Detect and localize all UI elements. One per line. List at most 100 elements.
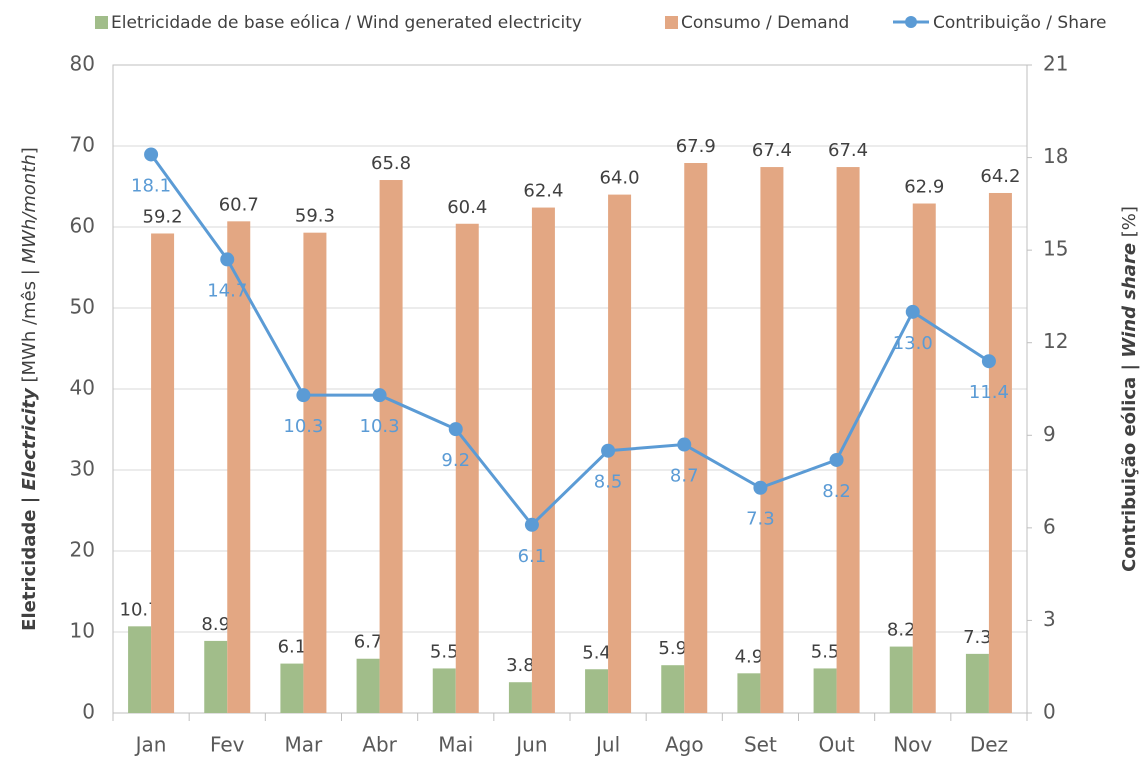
x-tick-label: Abr [362, 733, 397, 757]
line-marker [753, 480, 768, 495]
y-title-part: MWh/month [19, 154, 40, 263]
bar [760, 167, 784, 713]
x-tick-label: Dez [970, 733, 1008, 757]
line-marker [220, 252, 235, 267]
line-marker [905, 304, 920, 319]
y2-tick-label: 21 [1043, 52, 1068, 76]
line-label: 6.1 [518, 546, 547, 567]
y2-tick-label: 0 [1043, 700, 1056, 724]
x-tick-label: Nov [893, 733, 932, 757]
line-label: 11.4 [969, 382, 1009, 403]
bar [813, 668, 837, 713]
x-tick-label: Ago [665, 733, 704, 757]
y-title-part: ] [19, 147, 40, 154]
bar [661, 665, 685, 713]
y2-tick-label: 15 [1043, 237, 1068, 261]
x-tick-label: Jun [514, 733, 547, 757]
bar [455, 223, 479, 713]
bar-label: 59.3 [295, 206, 335, 227]
bar [303, 232, 327, 714]
line [149, 153, 990, 528]
line-marker [981, 354, 996, 369]
line-label: 8.7 [670, 466, 699, 487]
legend-swatch [665, 16, 678, 29]
x-tick-label: Out [818, 733, 854, 757]
line-label: 8.2 [822, 481, 851, 502]
bar-label: 62.9 [904, 177, 944, 198]
y-tick-label: 20 [70, 538, 95, 562]
y-title-part: Eletricidade | [19, 490, 40, 630]
bar-label: 7.3 [963, 627, 992, 648]
bar-label: 67.9 [676, 136, 716, 157]
line-label: 9.2 [441, 450, 470, 471]
bar [280, 663, 304, 713]
y2-tick-label: 3 [1043, 607, 1056, 631]
line-label: 8.5 [594, 472, 623, 493]
line-label: 14.7 [207, 280, 247, 301]
line-label: 18.1 [131, 175, 171, 196]
bar [531, 207, 555, 713]
bar-label: 62.4 [523, 181, 563, 202]
legend-marker [905, 16, 917, 28]
line-marker [524, 517, 539, 532]
bar-label: 64.2 [980, 166, 1020, 187]
line-marker [601, 443, 616, 458]
bar-label: 5.5 [811, 641, 840, 662]
x-tick-label: Fev [210, 733, 245, 757]
x-tick-label: Set [744, 733, 777, 757]
bar-label: 5.4 [582, 642, 611, 663]
bar [965, 653, 989, 713]
legend-label: Consumo / Demand [681, 13, 849, 33]
bar-label: 10.7 [120, 599, 160, 620]
bar-label: 4.9 [735, 646, 764, 667]
bar-label: 8.9 [201, 614, 230, 635]
bar-label: 67.4 [828, 140, 868, 161]
y-title-part: Electricity [19, 387, 40, 490]
bar [356, 658, 380, 713]
bar-label: 65.8 [371, 153, 411, 174]
bar-label: 8.2 [887, 620, 916, 641]
line-label: 13.0 [893, 333, 933, 354]
bar-label: 5.9 [658, 638, 687, 659]
y-tick-label: 50 [70, 295, 95, 319]
y-title-part: [MWh /mês | [19, 263, 40, 388]
bar [912, 203, 936, 713]
bar [608, 194, 632, 714]
bar-label: 59.2 [143, 206, 183, 227]
x-tick-label: Jan [134, 733, 167, 757]
bar [737, 673, 761, 713]
y2-title-part: Wind share [1119, 243, 1140, 358]
bar [684, 163, 708, 713]
y-tick-label: 0 [82, 700, 95, 724]
bar-label: 5.5 [430, 641, 459, 662]
y2-title-part: [%] [1119, 206, 1140, 243]
legend-label: Eletricidade de base eólica / Wind gener… [111, 13, 582, 33]
y-tick-label: 10 [70, 619, 95, 643]
bar-label: 60.4 [447, 197, 487, 218]
x-tick-label: Mai [438, 733, 473, 757]
y-tick-label: 40 [70, 376, 95, 400]
bar-label: 6.1 [278, 637, 307, 658]
bar [432, 668, 456, 713]
line-label: 10.3 [283, 416, 323, 437]
y-axis-title: Eletricidade | Electricity [MWh /mês | M… [19, 147, 40, 631]
bar-label: 3.8 [506, 655, 535, 676]
y2-tick-label: 9 [1043, 422, 1056, 446]
bar [988, 192, 1012, 714]
y-tick-label: 30 [70, 457, 95, 481]
legend-label: Contribuição / Share [933, 13, 1106, 33]
line-label: 10.3 [360, 416, 400, 437]
bar-label: 60.7 [219, 194, 259, 215]
bar-label: 64.0 [600, 168, 640, 189]
y2-tick-label: 12 [1043, 329, 1068, 353]
y2-tick-label: 6 [1043, 514, 1056, 538]
bar-label: 6.7 [354, 632, 383, 653]
x-tick-label: Mar [285, 733, 324, 757]
legend-swatch [95, 16, 108, 29]
y-tick-label: 60 [70, 214, 95, 238]
line-label: 7.3 [746, 509, 775, 530]
bar [227, 221, 251, 713]
bar [128, 626, 152, 713]
y2-axis-title: Contribuição eólica | Wind share [%] [1119, 206, 1140, 572]
